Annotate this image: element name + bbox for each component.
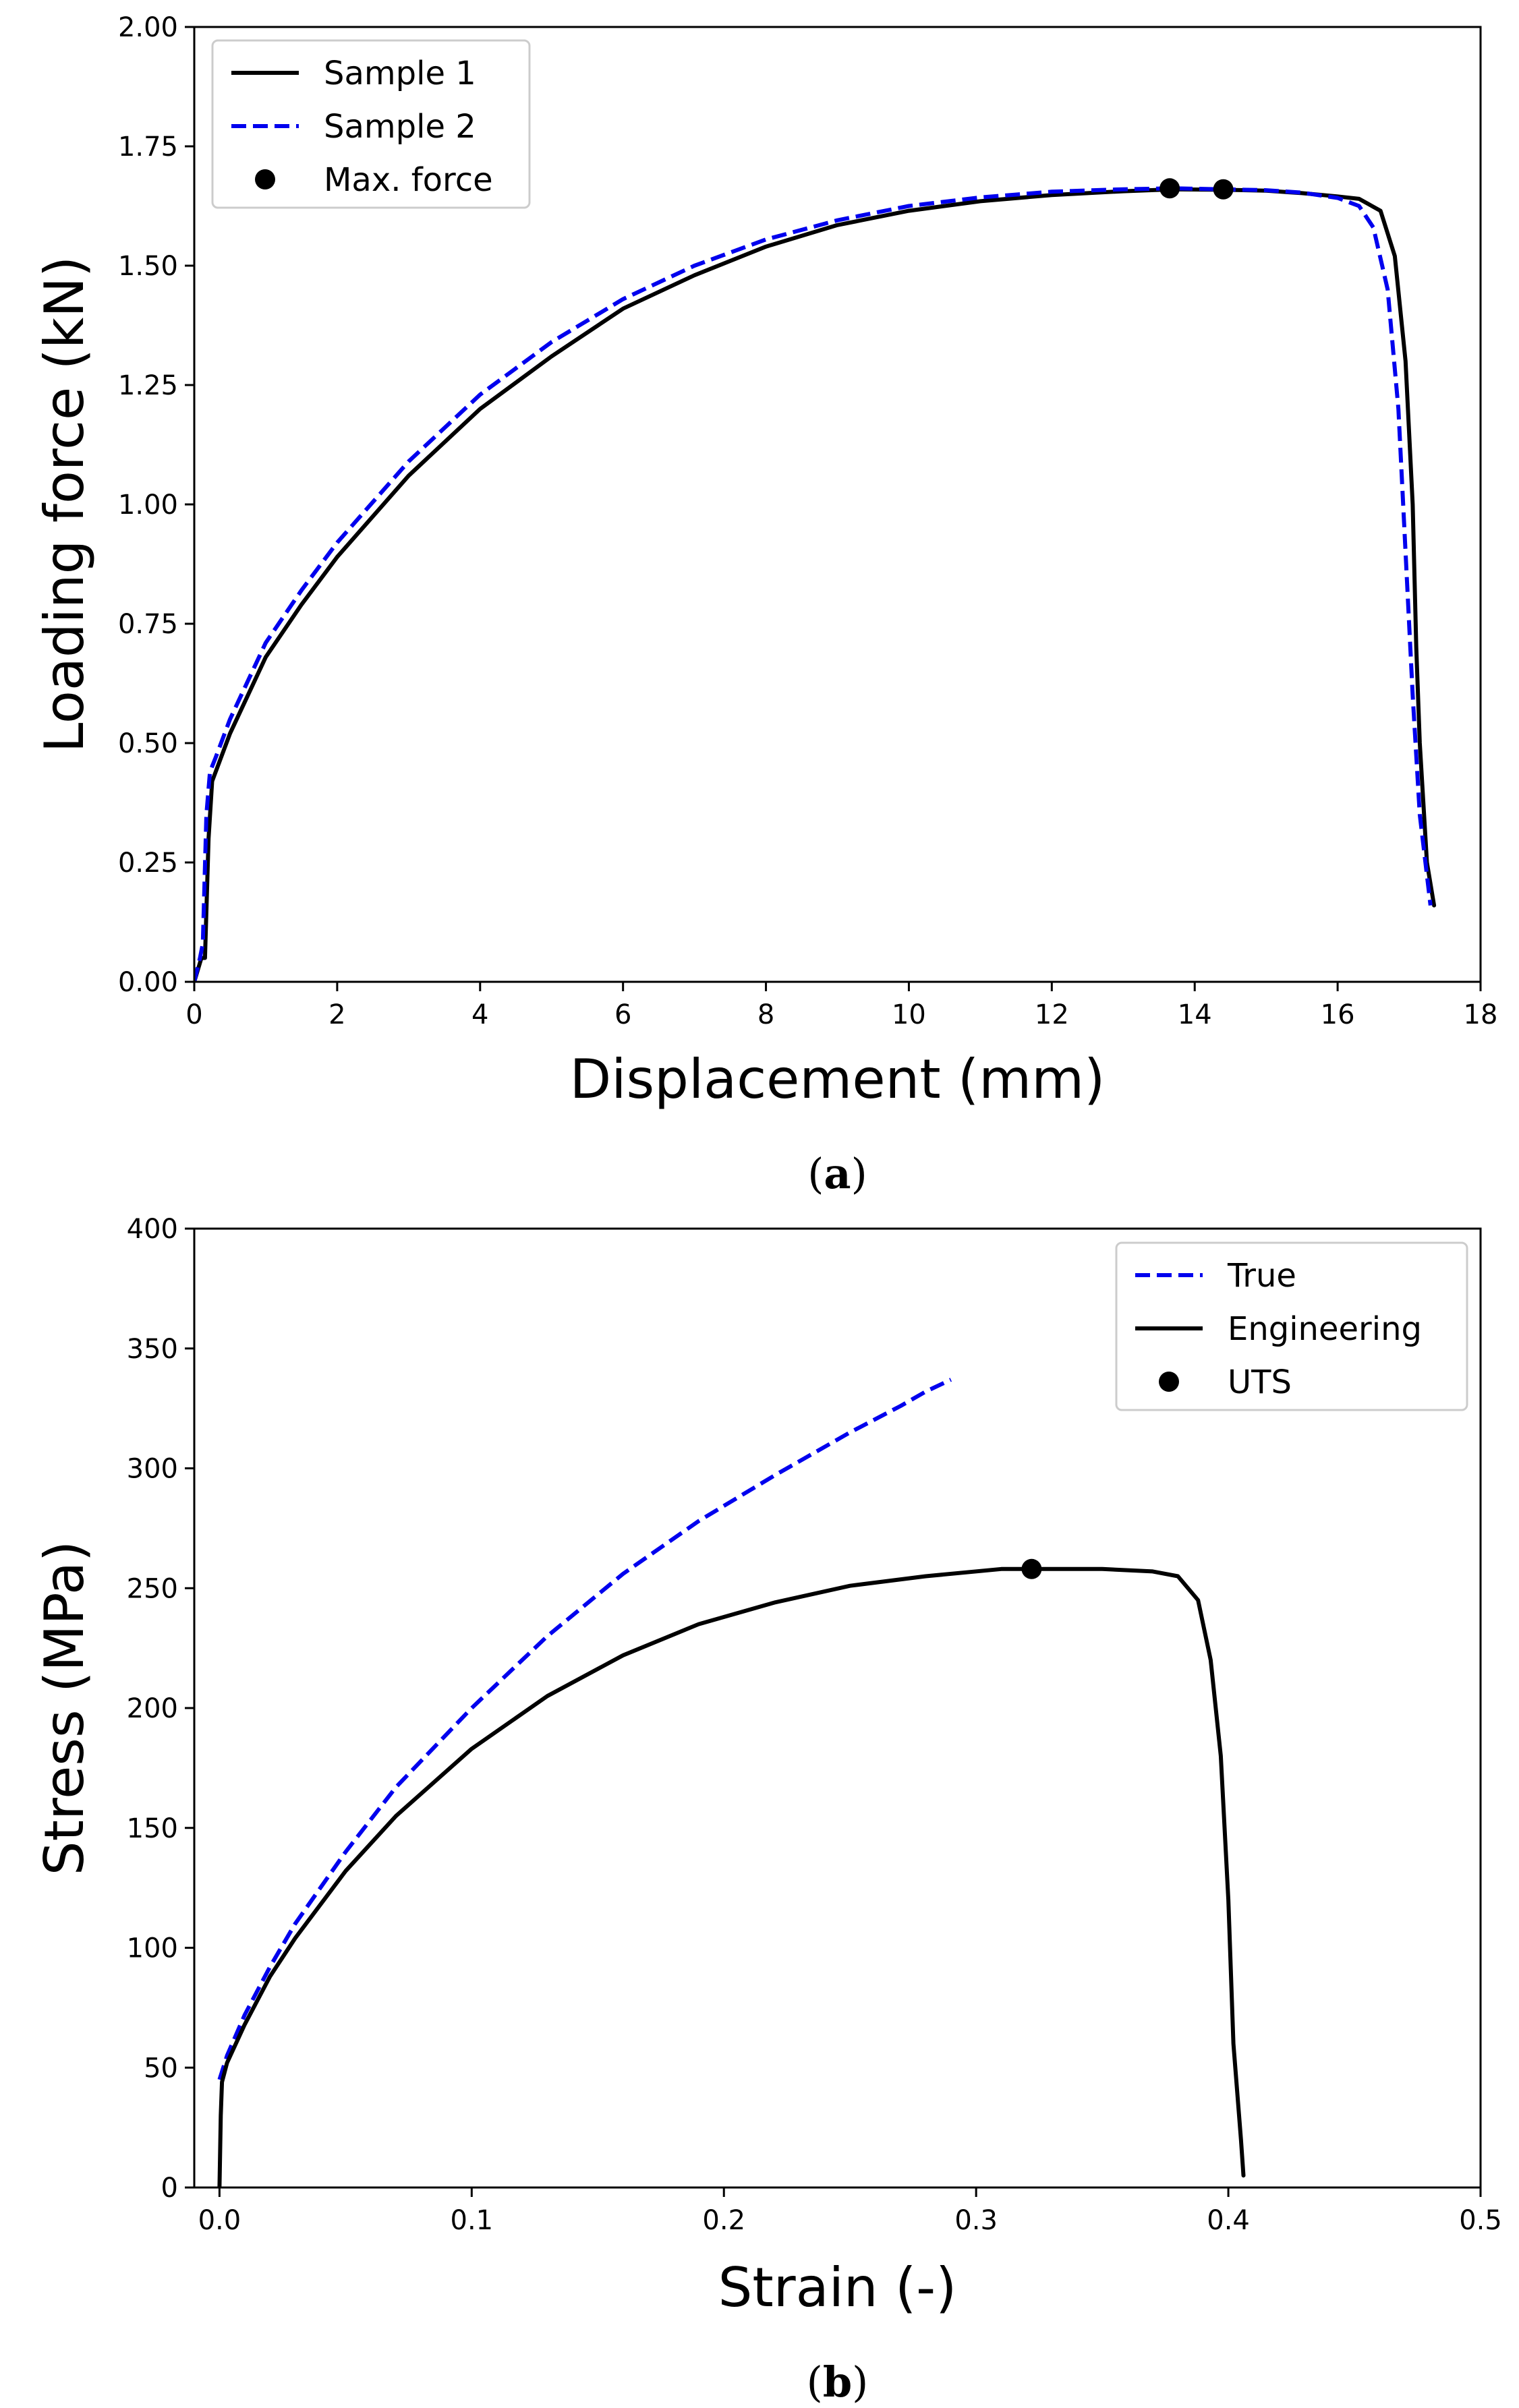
y-tick-label: 1.50 [118,251,178,282]
y-tick-label: 0.75 [118,609,178,640]
y-tick-label: 0.00 [118,967,178,998]
x-tick-label: 2 [328,999,345,1030]
y-tick-label: 200 [127,1693,178,1724]
y-tick-label: 150 [127,1813,178,1844]
series-line-sample-2 [194,186,1433,982]
x-tick-label: 12 [1035,999,1069,1030]
x-tick-label: 6 [614,999,631,1030]
x-tick-label: 4 [471,999,488,1030]
caption-letter: a [824,1149,851,1198]
x-tick-label: 0.1 [451,2205,494,2236]
marker-uts [1021,1558,1042,1579]
marker-max-force [1213,179,1234,200]
legend-label: Sample 2 [324,108,476,146]
x-tick-label: 18 [1464,999,1498,1030]
y-tick-label: 0.25 [118,848,178,879]
x-tick-label: 14 [1178,999,1212,1030]
y-tick-label: 100 [127,1933,178,1964]
y-tick-label: 50 [144,2053,178,2084]
caption-b: (b) [807,2357,869,2407]
x-tick-label: 0.0 [198,2205,241,2236]
legend-label: True [1227,1257,1296,1295]
legend-marker [255,169,275,189]
y-tick-label: 1.75 [118,131,178,163]
y-axis-title: Loading force (kN) [33,256,96,753]
x-tick-label: 0.4 [1207,2205,1250,2236]
series-line-sample-1 [194,187,1437,982]
y-tick-label: 0 [161,2173,178,2204]
legend-box [1115,1241,1468,1411]
legend-label: Sample 1 [324,55,476,92]
x-tick-label: 16 [1321,999,1355,1030]
x-tick-label: 0.5 [1459,2205,1502,2236]
series-line-engineering [217,1566,1246,2187]
caption-a: (a) [807,1149,867,1198]
x-tick-label: 8 [757,999,774,1030]
y-tick-label: 1.00 [118,490,178,521]
x-tick-label: 0.2 [702,2205,745,2236]
series-line-true [217,1378,952,2080]
y-axis-title: Stress (MPa) [33,1541,96,1875]
legend-label: UTS [1228,1363,1292,1401]
legend-label: Max. force [324,161,493,199]
caption-letter: b [823,2357,852,2407]
legend-box [211,39,531,209]
legend-label: Engineering [1228,1310,1422,1348]
x-tick-label: 0.3 [954,2205,998,2236]
legend: Sample 1 Sample 2 Max. force [211,39,531,209]
y-tick-label: 0.50 [118,728,178,759]
x-axis-title: Displacement (mm) [570,1048,1106,1111]
x-tick-label: 10 [892,999,926,1030]
y-tick-label: 1.25 [118,370,178,401]
y-tick-label: 2.00 [118,12,178,43]
y-tick-label: 350 [127,1334,178,1365]
marker-max-force [1159,178,1180,199]
y-tick-label: 250 [127,1573,178,1604]
y-tick-label: 400 [127,1214,178,1245]
y-tick-label: 300 [127,1454,178,1485]
legend: True Engineering UTS [1115,1241,1468,1411]
chart-panel-b: 0.0 0.1 0.2 0.3 0.4 0.5 0 50 100 150 200 250 300 350 4… [33,1214,1502,2407]
x-axis-title: Strain (-) [718,2256,957,2319]
chart-panel-a: 0 2 4 6 8 10 12 14 16 18 0.00 0.25 0.50 0.75 1.00 1.25 1… [33,12,1497,1198]
legend-marker [1159,1372,1179,1392]
x-tick-label: 0 [185,999,202,1030]
